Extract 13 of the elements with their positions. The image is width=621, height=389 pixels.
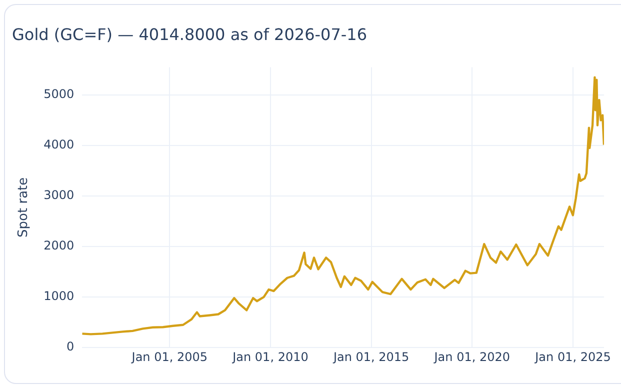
x-tick-label: Jan 01, 2020: [433, 350, 510, 364]
y-tick-label: 1000: [44, 289, 74, 304]
y-tick-label: 0: [66, 340, 74, 354]
chart-title: Gold (GC=F) — 4014.8000 as of 2026-07-16: [12, 24, 368, 44]
x-tick-label: Jan 01, 2010: [232, 350, 308, 364]
x-tick-label: Jan 01, 2025: [534, 350, 611, 364]
x-tick-label: Jan 01, 2005: [130, 350, 208, 364]
y-axis-title: Spot rate: [16, 177, 32, 238]
y-tick-label: 4000: [44, 138, 74, 152]
x-tick-label: Jan 01, 2015: [332, 350, 410, 364]
y-tick-label: 3000: [44, 188, 74, 202]
y-tick-label: 2000: [44, 238, 74, 253]
y-tick-label: 5000: [44, 87, 74, 102]
